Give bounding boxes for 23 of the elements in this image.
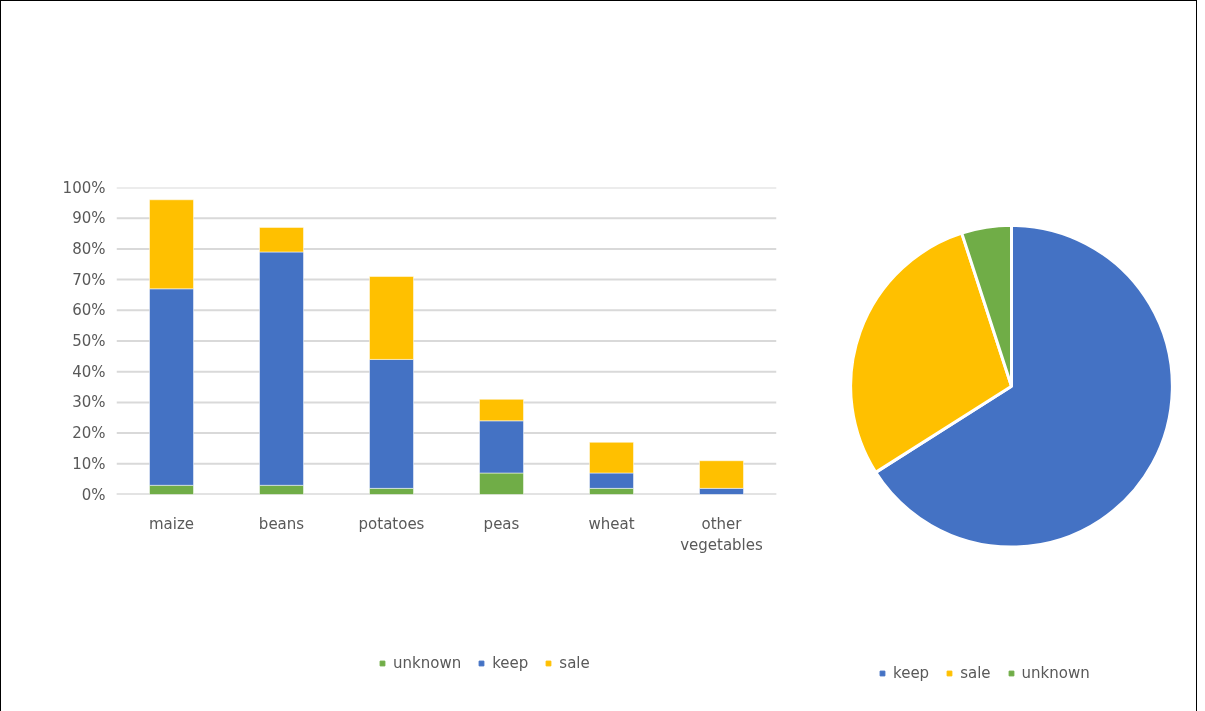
x-tick-label: potatoes xyxy=(358,514,425,533)
y-tick-label: 30% xyxy=(72,393,106,412)
y-tick-label: 100% xyxy=(62,178,106,197)
x-tick-label: beans xyxy=(258,514,305,533)
legend-label: sale xyxy=(960,664,991,682)
y-tick-label: 90% xyxy=(72,209,106,228)
x-tick-label: wheat xyxy=(588,514,635,533)
x-tick-label: maize xyxy=(148,514,195,533)
y-tick-label: 20% xyxy=(72,424,106,443)
legend-label: unknown xyxy=(1021,664,1090,682)
y-tick-label: 40% xyxy=(72,362,106,381)
y-tick-label: 60% xyxy=(72,301,106,320)
legend-label: sale xyxy=(559,654,590,672)
x-tick-label: peas xyxy=(483,514,520,533)
y-tick-label: 0% xyxy=(81,485,106,504)
legend-label: keep xyxy=(492,654,529,672)
legend-label: unknown xyxy=(393,654,462,672)
y-tick-label: 70% xyxy=(72,270,106,289)
y-tick-label: 10% xyxy=(72,454,106,473)
legend-label: keep xyxy=(893,664,930,682)
x-tick-label: other vegetables xyxy=(680,514,764,555)
y-tick-label: 80% xyxy=(72,239,106,258)
y-tick-label: 50% xyxy=(72,332,106,350)
